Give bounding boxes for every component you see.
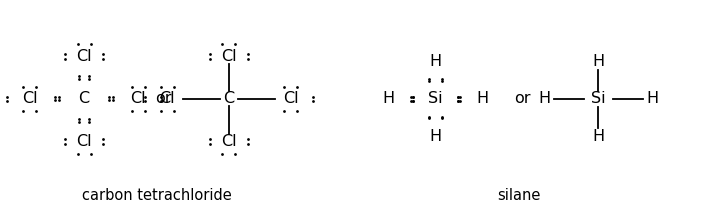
Text: H: H — [383, 91, 394, 106]
Text: H: H — [592, 129, 605, 144]
Text: H: H — [476, 91, 489, 106]
Text: Si: Si — [428, 91, 443, 106]
Text: Cl: Cl — [76, 134, 91, 149]
Text: silane: silane — [497, 187, 540, 203]
Text: Cl: Cl — [22, 91, 38, 106]
Text: carbon tetrachloride: carbon tetrachloride — [81, 187, 232, 203]
Text: H: H — [592, 54, 605, 69]
Text: H: H — [647, 91, 659, 106]
Text: H: H — [538, 91, 550, 106]
Text: Si: Si — [591, 91, 605, 106]
Text: Cl: Cl — [131, 91, 146, 106]
Text: Cl: Cl — [221, 49, 237, 64]
Text: H: H — [429, 129, 441, 144]
Text: or: or — [155, 91, 172, 106]
Text: Cl: Cl — [160, 91, 175, 106]
Text: C: C — [78, 91, 89, 106]
Text: H: H — [429, 54, 441, 69]
Text: Cl: Cl — [282, 91, 298, 106]
Text: or: or — [514, 91, 531, 106]
Text: Cl: Cl — [221, 134, 237, 149]
Text: Cl: Cl — [76, 49, 91, 64]
Text: C: C — [224, 91, 234, 106]
